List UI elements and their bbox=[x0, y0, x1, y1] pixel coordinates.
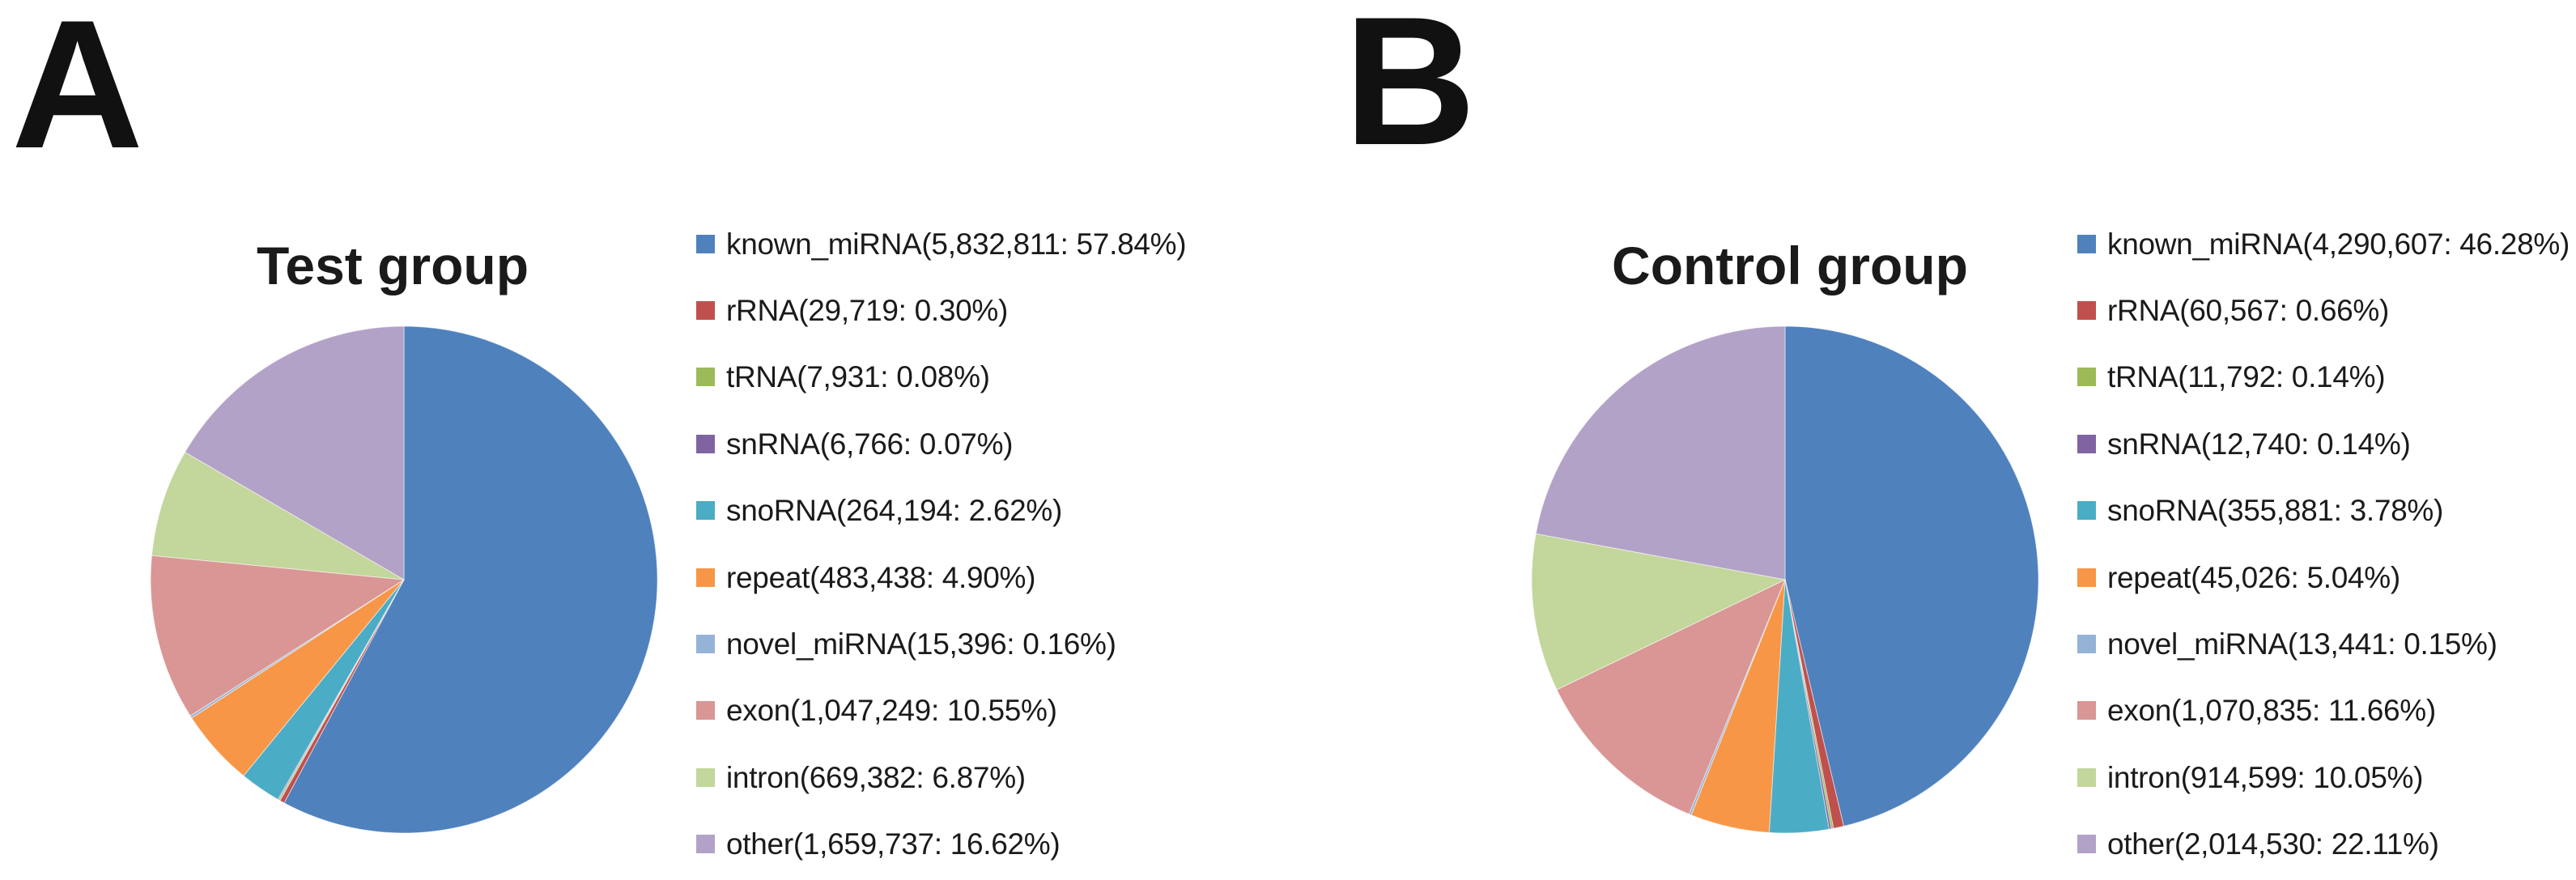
chart-title-test-group: Test group bbox=[256, 236, 529, 295]
legend-label: exon(1,047,249: 10.55%) bbox=[726, 694, 1057, 728]
legend-label: novel_miRNA(13,441: 0.15%) bbox=[2107, 627, 2497, 661]
legend-swatch-icon bbox=[696, 701, 715, 721]
legend-item-novel_miRNA: novel_miRNA(13,441: 0.15%) bbox=[2077, 610, 2570, 677]
legend-label: tRNA(7,931: 0.08%) bbox=[726, 360, 990, 394]
legend-label: rRNA(60,567: 0.66%) bbox=[2107, 294, 2390, 328]
legend-item-snoRNA: snoRNA(264,194: 2.62%) bbox=[696, 478, 1186, 544]
legend-swatch-icon bbox=[696, 568, 715, 587]
legend-label: snoRNA(355,881: 3.78%) bbox=[2107, 494, 2444, 528]
pie-chart-control-group bbox=[1531, 325, 2039, 834]
legend-swatch-icon bbox=[2077, 835, 2096, 854]
legend-swatch-icon bbox=[696, 835, 715, 854]
legend-item-other: other(1,659,737: 16.62%) bbox=[696, 811, 1186, 878]
legend-swatch-icon bbox=[2077, 635, 2096, 654]
legend-label: tRNA(11,792: 0.14%) bbox=[2107, 360, 2386, 394]
legend-item-tRNA: tRNA(7,931: 0.08%) bbox=[696, 344, 1186, 410]
legend-swatch-icon bbox=[2077, 501, 2096, 521]
legend-swatch-icon bbox=[696, 301, 715, 321]
legend-swatch-icon bbox=[2077, 568, 2096, 587]
pie-slice-known_miRNA bbox=[283, 325, 658, 834]
legend-item-repeat: repeat(45,026: 5.04%) bbox=[2077, 544, 2570, 610]
legend-item-exon: exon(1,070,835: 11.66%) bbox=[2077, 678, 2570, 744]
pie-slice-exon bbox=[1556, 578, 1786, 815]
legend-swatch-icon bbox=[696, 368, 715, 387]
legend-label: intron(669,382: 6.87%) bbox=[726, 760, 1026, 794]
legend-swatch-icon bbox=[696, 767, 715, 787]
legend-item-rRNA: rRNA(60,567: 0.66%) bbox=[2077, 277, 2570, 343]
legend-swatch-icon bbox=[696, 234, 715, 253]
legend-item-snRNA: snRNA(12,740: 0.14%) bbox=[2077, 410, 2570, 477]
legend-label: other(2,014,530: 22.11%) bbox=[2107, 827, 2439, 861]
legend-item-exon: exon(1,047,249: 10.55%) bbox=[696, 678, 1186, 744]
legend-label: novel_miRNA(15,396: 0.16%) bbox=[726, 627, 1116, 661]
legend-item-repeat: repeat(483,438: 4.90%) bbox=[696, 544, 1186, 610]
panel-label-b: B bbox=[1344, 0, 1476, 183]
pie-slice-other bbox=[1535, 325, 1786, 580]
panel-label-a: A bbox=[11, 0, 143, 186]
legend-label: rRNA(29,719: 0.30%) bbox=[726, 294, 1009, 328]
legend-swatch-icon bbox=[696, 434, 715, 453]
legend-item-intron: intron(914,599: 10.05%) bbox=[2077, 744, 2570, 810]
legend-test-group: known_miRNA(5,832,811: 57.84%) rRNA(29,71… bbox=[696, 210, 1187, 878]
legend-swatch-icon bbox=[696, 635, 715, 654]
pie-chart-test-group bbox=[150, 325, 658, 834]
legend-label: intron(914,599: 10.05%) bbox=[2107, 760, 2424, 794]
legend-item-novel_miRNA: novel_miRNA(15,396: 0.16%) bbox=[696, 610, 1186, 677]
legend-swatch-icon bbox=[2077, 767, 2096, 787]
legend-label: exon(1,070,835: 11.66%) bbox=[2107, 694, 2436, 728]
legend-label: snRNA(12,740: 0.14%) bbox=[2107, 427, 2411, 461]
legend-label: snRNA(6,766: 0.07%) bbox=[726, 427, 1014, 461]
legend-label: known_miRNA(4,290,607: 46.28%) bbox=[2107, 227, 2570, 261]
legend-item-known_miRNA: known_miRNA(5,832,811: 57.84%) bbox=[696, 210, 1187, 277]
legend-swatch-icon bbox=[2077, 434, 2096, 453]
legend-item-rRNA: rRNA(29,719: 0.30%) bbox=[696, 277, 1186, 343]
legend-control-group: known_miRNA(4,290,607: 46.28%) rRNA(60,56… bbox=[2077, 210, 2570, 878]
pie-slice-exon bbox=[150, 555, 406, 716]
legend-item-snoRNA: snoRNA(355,881: 3.78%) bbox=[2077, 478, 2570, 544]
legend-item-intron: intron(669,382: 6.87%) bbox=[696, 744, 1186, 810]
legend-label: other(1,659,737: 16.62%) bbox=[726, 827, 1061, 861]
legend-swatch-icon bbox=[2077, 701, 2096, 721]
pie-slice-known_miRNA bbox=[1784, 325, 2039, 827]
legend-item-other: other(2,014,530: 22.11%) bbox=[2077, 811, 2570, 878]
pie-slice-intron bbox=[151, 451, 405, 580]
legend-swatch-icon bbox=[696, 501, 715, 521]
legend-swatch-icon bbox=[2077, 368, 2096, 387]
legend-swatch-icon bbox=[2077, 234, 2096, 253]
legend-item-tRNA: tRNA(11,792: 0.14%) bbox=[2077, 344, 2570, 410]
chart-title-control-group: Control group bbox=[1612, 236, 1968, 295]
legend-item-snRNA: snRNA(6,766: 0.07%) bbox=[696, 410, 1186, 477]
pie-slice-intron bbox=[1531, 533, 1787, 691]
legend-label: repeat(483,438: 4.90%) bbox=[726, 560, 1036, 594]
legend-swatch-icon bbox=[2077, 301, 2096, 321]
legend-item-known_miRNA: known_miRNA(4,290,607: 46.28%) bbox=[2077, 210, 2570, 277]
legend-label: repeat(45,026: 5.04%) bbox=[2107, 560, 2400, 594]
legend-label: known_miRNA(5,832,811: 57.84%) bbox=[726, 227, 1187, 261]
pie-slice-other bbox=[184, 325, 405, 580]
legend-label: snoRNA(264,194: 2.62%) bbox=[726, 494, 1063, 528]
